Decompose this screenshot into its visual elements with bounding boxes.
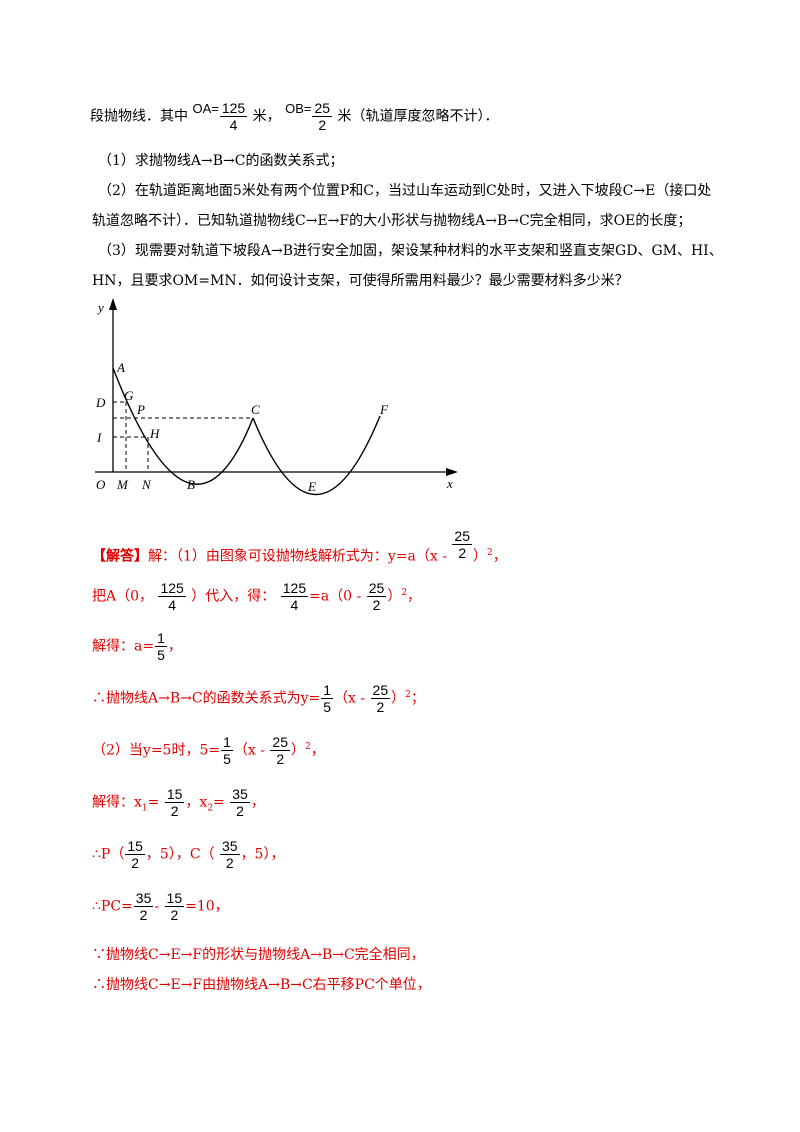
fraction-35-2-b: 35 2 (219, 838, 240, 871)
y-axis-arrow (109, 298, 117, 310)
parabola-abc (112, 367, 254, 485)
label-y: y (96, 300, 104, 315)
solution-line-5: （2）当y=5时，5= 1 5 （x - 25 2 ）2， (92, 734, 325, 767)
label-c: C (251, 402, 260, 417)
label-x: x (446, 476, 453, 491)
question-2-line-1: （2）在轨道距离地面5米处有两个位置P和C，当过山车运动到C处时，又进入下坡段C… (98, 183, 712, 199)
fraction-15-2-c: 15 2 (164, 890, 185, 923)
label-p: P (136, 402, 145, 417)
ob-label: OB= (285, 100, 312, 116)
label-b: B (187, 477, 195, 492)
label-g: G (124, 388, 134, 403)
fraction-25-2: 25 2 (452, 528, 472, 561)
problem-line-1: 段抛物线．其中 OA= 125 4 米， OB= 25 2 米（轨道厚度忽略不计）． (90, 100, 499, 133)
question-3-line-1: （3）现需要对轨道下坡段A→B进行安全加固，架设某种材料的水平支架和竖直支架GD… (98, 243, 723, 259)
solution-line-8: ∴PC= 35 2- 15 2 =10， (92, 890, 229, 923)
fraction-25-2-d: 25 2 (270, 734, 290, 767)
parabola-track-figure: y x O A G D P C F I H M N B E (95, 298, 458, 495)
solution-line-4: ∴抛物线A→B→C的函数关系式为y= 1 5 （x - 25 2 ）2； (92, 682, 425, 715)
ob-fraction: 25 2 (312, 100, 333, 133)
label-e: E (307, 479, 316, 494)
label-n: N (141, 477, 152, 492)
solution-line-9: ∵抛物线C→E→F的形状与抛物线A→B→C完全相同， (92, 947, 425, 963)
problem-text: 段抛物线．其中 (90, 108, 188, 125)
question-2-line-2: 轨道忽略不计）．已知轨道抛物线C→E→F的大小形状与抛物线A→B→C完全相同，求… (92, 213, 692, 229)
fraction-125-4-b: 125 4 (280, 580, 309, 613)
oa-fraction: 125 4 (219, 100, 248, 133)
solution-line-1: 【解答】解：（1）由图象可设抛物线解析式为：y=a（x - 25 2 ）2， (92, 528, 507, 565)
solution-line-7: ∴P（ 15 2 ，5），C（ 35 2 ，5）， (92, 838, 285, 871)
question-1: （1）求抛物线A→B→C的函数关系式； (98, 153, 344, 169)
label-m: M (116, 477, 129, 492)
fraction-25-2-b: 25 2 (366, 580, 387, 613)
fraction-15-2: 15 2 (164, 786, 185, 819)
solution-line-2: 把A（0， 125 4 ）代入，得： 125 4 =a（0 - 25 2 ）2， (92, 580, 422, 613)
solution-tag: 【解答】 (92, 548, 148, 565)
solution-line-3: 解得：a= 1 5， (92, 630, 182, 663)
parabola-cef (252, 415, 381, 495)
label-a: A (116, 360, 125, 375)
label-o: O (96, 477, 106, 492)
solution-line-6: 解得：x1= 15 2 ，x2= 35 2， (92, 786, 265, 819)
solution-line-10: ∴抛物线C→E→F由抛物线A→B→C右平移PC个单位， (92, 977, 431, 993)
fraction-35-2-c: 35 2 (133, 890, 154, 923)
fraction-125-4: 125 4 (158, 580, 186, 613)
label-i: I (96, 430, 102, 445)
label-h: H (149, 426, 160, 441)
oa-label: OA= (192, 100, 219, 116)
x-axis-arrow (446, 468, 458, 476)
fraction-15-2-b: 15 2 (125, 838, 145, 871)
fraction-35-2: 35 2 (230, 786, 250, 819)
label-d: D (95, 395, 106, 410)
label-f: F (379, 402, 389, 417)
fraction-25-2-c: 25 2 (370, 682, 391, 715)
question-3-line-2: HN，且要求OM=MN．如何设计支架，可使得所需用料最少？最少需要材料多少米？ (92, 273, 629, 289)
